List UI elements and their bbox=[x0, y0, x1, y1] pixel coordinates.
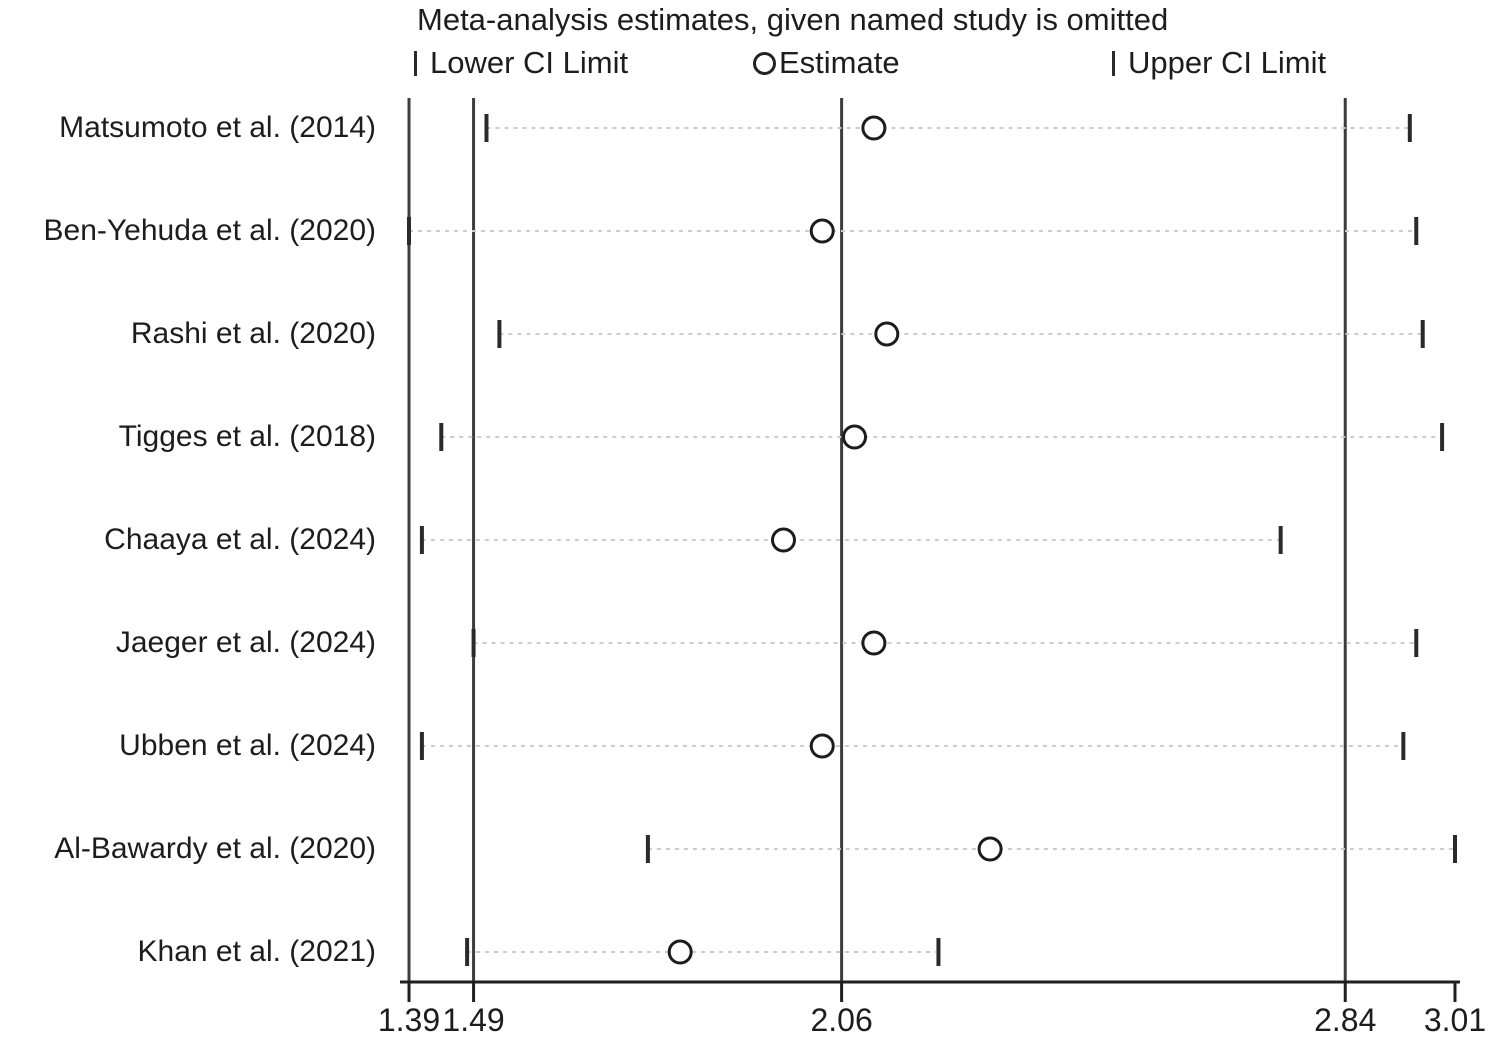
study-label-column: Matsumoto et al. (2014) Ben-Yehuda et al.… bbox=[0, 0, 386, 1040]
legend-item-lower-ci: Lower CI Limit bbox=[414, 46, 628, 80]
x-axis-tick-label: 2.06 bbox=[810, 1002, 872, 1038]
legend-label-estimate: Estimate bbox=[779, 45, 900, 80]
legend-label-lower-ci: Lower CI Limit bbox=[430, 45, 629, 80]
estimate-key-icon bbox=[753, 51, 776, 75]
legend: Lower CI Limit Estimate Upper CI Limit bbox=[0, 46, 1495, 82]
estimate-marker bbox=[667, 939, 693, 965]
legend-item-estimate: Estimate bbox=[753, 46, 900, 80]
estimate-marker bbox=[809, 733, 835, 759]
study-label: Chaaya et al. (2024) bbox=[104, 523, 376, 556]
estimate-marker bbox=[770, 527, 796, 553]
chart-title: Meta-analysis estimates, given named stu… bbox=[417, 2, 1169, 37]
x-axis-tick-label: 2.84 bbox=[1314, 1002, 1376, 1038]
estimate-marker bbox=[977, 836, 1003, 862]
study-label: Ben-Yehuda et al. (2020) bbox=[43, 214, 376, 247]
estimate-marker bbox=[842, 424, 868, 450]
study-label: Ubben et al. (2024) bbox=[119, 729, 376, 762]
lower-ci-key-icon bbox=[414, 50, 417, 76]
legend-label-upper-ci: Upper CI Limit bbox=[1128, 45, 1327, 80]
study-label: Jaeger et al. (2024) bbox=[115, 626, 376, 659]
study-label: Matsumoto et al. (2014) bbox=[59, 111, 376, 144]
estimate-marker bbox=[861, 115, 887, 141]
legend-item-upper-ci: Upper CI Limit bbox=[1112, 46, 1326, 80]
study-label: Tigges et al. (2018) bbox=[118, 420, 376, 453]
estimate-marker bbox=[861, 630, 887, 656]
estimate-marker bbox=[874, 321, 900, 347]
x-axis-tick-label: 3.01 bbox=[1424, 1002, 1486, 1038]
upper-ci-key-icon bbox=[1112, 50, 1115, 76]
estimate-marker bbox=[809, 218, 835, 244]
study-label: Al-Bawardy et al. (2020) bbox=[54, 832, 376, 865]
study-label: Khan et al. (2021) bbox=[137, 935, 377, 968]
study-label: Rashi et al. (2020) bbox=[130, 317, 376, 350]
x-axis-tick-label: 1.49 bbox=[442, 1002, 504, 1038]
x-axis-tick-label: 1.39 bbox=[378, 1002, 440, 1038]
